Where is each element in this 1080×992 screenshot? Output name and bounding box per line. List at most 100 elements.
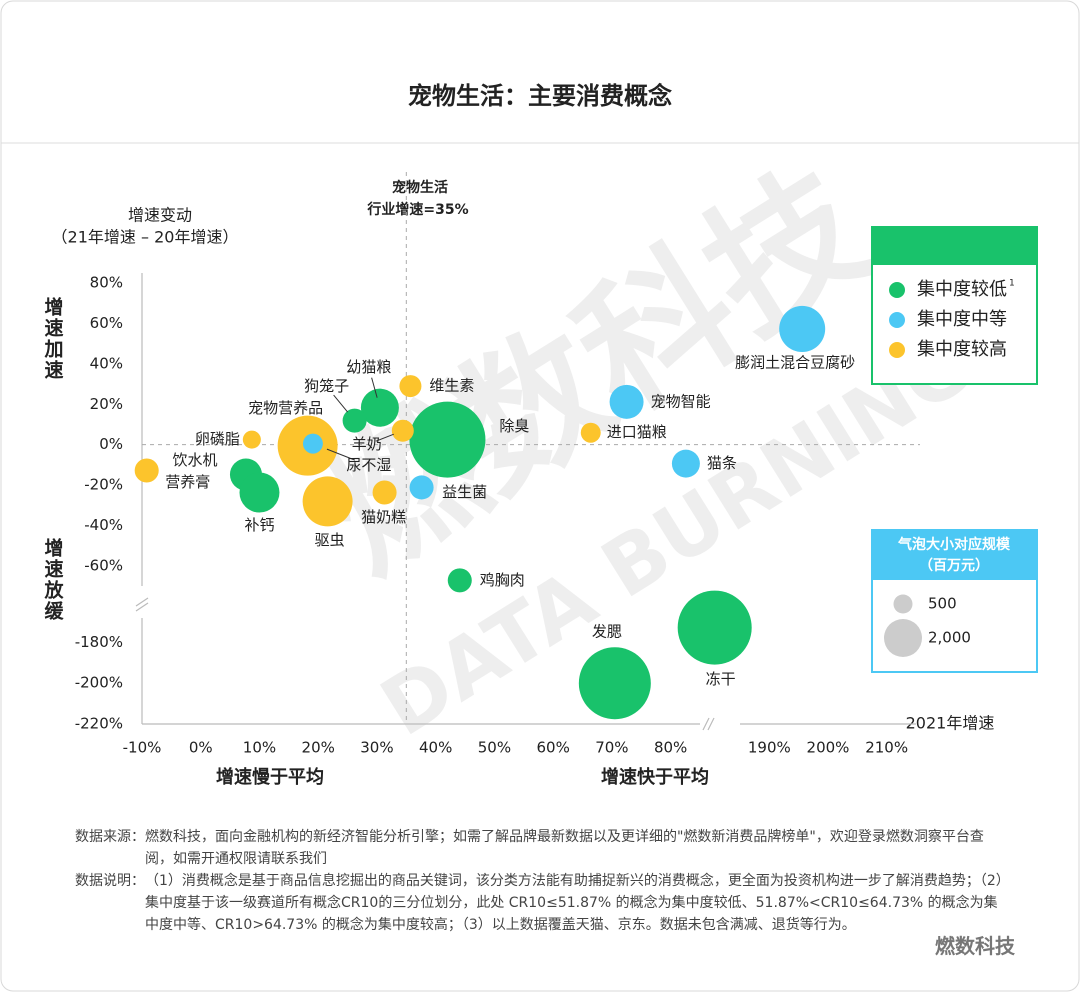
- bubble: [302, 433, 323, 454]
- bubble-label: 幼猫粮: [346, 358, 391, 376]
- bubble: [779, 305, 826, 352]
- bubble-label: 羊奶: [352, 435, 382, 453]
- x-tick-label: -10%: [123, 739, 162, 757]
- x-tick-label: 20%: [302, 739, 335, 757]
- note-label: 数据说明：: [75, 873, 145, 889]
- note-text: 燃数科技，面向金融机构的新经济智能分析引擎；如需了解品牌最新数据以及更详细的"燃…: [145, 829, 984, 867]
- bubble-label: 饮水机: [172, 451, 217, 469]
- bubble-label: 狗笼子: [304, 377, 349, 395]
- y-tick-label: -220%: [75, 715, 123, 733]
- quadrant-label: 增速加速: [42, 296, 65, 381]
- bubble-label: 维生素: [429, 377, 474, 395]
- bubble: [399, 375, 422, 398]
- bubble-label: 补钙: [244, 516, 274, 534]
- bubble-label: 尿不湿: [346, 456, 391, 474]
- quadrant-label: 增速慢于平均: [216, 766, 324, 788]
- quadrant-label: 增速快于平均: [601, 766, 709, 788]
- size-legend-unit: （百万元）: [919, 558, 989, 574]
- size-swatch: [893, 594, 913, 614]
- bubble-label: 益生菌: [442, 483, 487, 501]
- bubble: [242, 430, 261, 449]
- x-tick-label: 190%: [748, 739, 791, 757]
- source-note: 数据来源： 燃数科技，面向金融机构的新经济智能分析引擎；如需了解品牌最新数据以及更…: [75, 826, 1010, 870]
- bubble-label: 膨润土混合豆腐砂: [735, 353, 855, 371]
- size-swatch: [883, 618, 923, 658]
- x-tick-label: 10%: [243, 739, 276, 757]
- x-tick-label: 60%: [536, 739, 569, 757]
- bubble: [447, 568, 472, 593]
- leader-line: [333, 394, 349, 413]
- bubble-label: 营养膏: [165, 473, 210, 491]
- y-tick-label: 40%: [90, 354, 123, 372]
- bubble: [391, 419, 414, 442]
- legend-label: 集中度中等: [917, 309, 1007, 330]
- y-tick-label: -200%: [75, 674, 123, 692]
- bubble: [409, 401, 486, 478]
- legend-note: 1: [1009, 279, 1015, 289]
- size-legend-title: 气泡大小对应规模: [897, 536, 1011, 553]
- axis-break: [702, 717, 710, 731]
- x-tick-label: 210%: [865, 739, 908, 757]
- size-label: 2,000: [928, 629, 971, 647]
- desc-note: 数据说明： （1）消费概念是基于商品信息挖掘出的商品关键词，该分类方法能有助捕捉新…: [75, 870, 1010, 936]
- bubble-label: 冻干: [706, 670, 736, 688]
- bubble-label: 除臭: [499, 417, 529, 435]
- note-text: （1）消费概念是基于商品信息挖掘出的商品关键词，该分类方法能有助捕捉新兴的消费概…: [145, 873, 1010, 933]
- bubble-label: 宠物营养品: [248, 399, 323, 417]
- bubble-label: 进口猫粮: [607, 423, 667, 441]
- leader-line: [371, 377, 378, 398]
- brand: 燃数科技: [935, 934, 1015, 958]
- bubble-label: 发腮: [592, 623, 622, 641]
- leader-line: [326, 448, 356, 461]
- leader-line: [375, 433, 394, 442]
- legend-swatch: [889, 282, 905, 298]
- y-tick-label: 0%: [99, 435, 123, 453]
- x-tick-label: 50%: [478, 739, 511, 757]
- legend-label: 集中度较高: [917, 339, 1007, 360]
- bubble: [609, 384, 644, 419]
- avg-label: 行业增速=35%: [366, 201, 468, 218]
- x-tick-label: 30%: [360, 739, 393, 757]
- size-legend-header: [872, 530, 1037, 580]
- x-tick-label: 0%: [189, 739, 213, 757]
- x-tick-label: 40%: [419, 739, 452, 757]
- y-tick-label: -180%: [75, 633, 123, 651]
- y-tick-label: -20%: [84, 476, 123, 494]
- bubble-label: 鸡胸肉: [480, 571, 525, 589]
- legend-header: [872, 227, 1037, 265]
- x-tick-label: 70%: [595, 739, 628, 757]
- bubble: [372, 480, 397, 505]
- size-label: 500: [928, 595, 957, 613]
- y-tick-label: 80%: [90, 274, 123, 292]
- axis-break: [707, 717, 715, 731]
- y-tick-label: 20%: [90, 395, 123, 413]
- bubble: [578, 647, 651, 720]
- bubble-label: 猫条: [707, 454, 737, 472]
- bubble: [360, 388, 399, 427]
- bubbles: [134, 305, 826, 720]
- y-tick-label: -60%: [84, 556, 123, 574]
- bubble-label: 宠物智能: [651, 392, 711, 410]
- x-tick-label: 80%: [654, 739, 687, 757]
- y-title: 增速变动: [128, 206, 192, 225]
- avg-label: 宠物生活: [392, 179, 448, 196]
- bubble: [677, 590, 752, 665]
- y-tick-label: -40%: [84, 516, 123, 534]
- bubble: [302, 476, 353, 527]
- bubble: [239, 472, 280, 513]
- note-label: 数据来源：: [75, 829, 145, 845]
- bubble-label: 猫奶糕: [361, 508, 406, 526]
- quadrant-label: 增速放缓: [42, 537, 65, 622]
- legend-label: 集中度较低: [917, 279, 1007, 300]
- legend-swatch: [889, 342, 905, 358]
- bubble: [342, 408, 367, 433]
- bubble: [671, 449, 700, 478]
- x-title: 2021年增速: [906, 714, 995, 733]
- bubble-label: 卵磷脂: [195, 430, 240, 448]
- y-title: （21年增速 – 20年增速）: [52, 228, 239, 247]
- chart-title: 宠物生活：主要消费概念: [408, 82, 672, 110]
